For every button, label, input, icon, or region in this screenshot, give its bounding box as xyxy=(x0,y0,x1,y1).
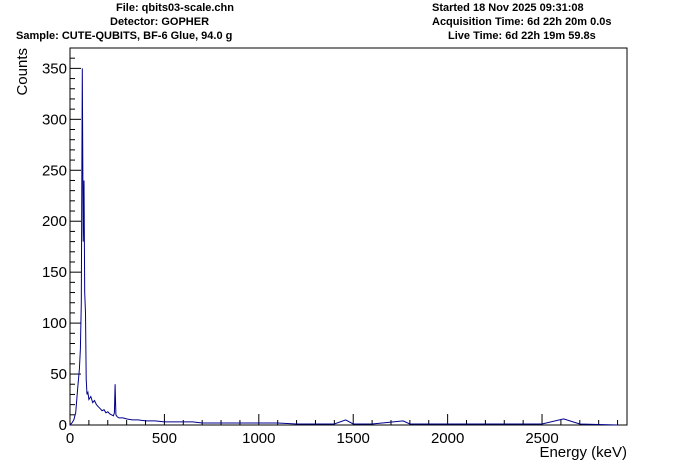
y-tick-label: 250 xyxy=(42,162,67,179)
y-tick-label: 200 xyxy=(42,213,67,230)
x-tick-label: 2000 xyxy=(431,430,464,447)
x-tick-label: 1000 xyxy=(242,430,275,447)
y-tick-label: 100 xyxy=(42,315,67,332)
y-tick-label: 150 xyxy=(42,264,67,281)
axis-tick-labels: 0 500 1000 1500 2000 2500 0 50 100 150 200 250 300 35… xyxy=(42,60,559,447)
y-tick-label: 350 xyxy=(42,60,67,77)
x-tick-label: 1500 xyxy=(337,430,370,447)
y-axis-title: Counts xyxy=(14,48,31,96)
x-tick-label: 500 xyxy=(152,430,177,447)
live-time-label: Live Time: 6d 22h 19m 59.8s xyxy=(448,30,596,42)
y-tick-label: 300 xyxy=(42,111,67,128)
detector-label: Detector: GOPHER xyxy=(110,16,210,28)
plot-frame xyxy=(69,47,628,426)
x-tick-label: 2500 xyxy=(525,430,558,447)
y-tick-label: 50 xyxy=(50,366,67,383)
file-label: File: qbits03-scale.chn xyxy=(116,2,234,14)
sample-label: Sample: CUTE-QUBITS, BF-6 Glue, 94.0 g xyxy=(16,30,233,42)
spectrum-trace xyxy=(69,68,618,426)
axis-ticks xyxy=(69,47,619,426)
y-tick-label: 0 xyxy=(59,417,67,434)
acquisition-label: Acquisition Time: 6d 22h 20m 0.0s xyxy=(432,16,612,28)
start-time-label: Started 18 Nov 2025 09:31:08 xyxy=(432,2,584,14)
x-tick-label: 0 xyxy=(66,430,74,447)
x-axis-title: Energy (keV) xyxy=(539,444,627,461)
